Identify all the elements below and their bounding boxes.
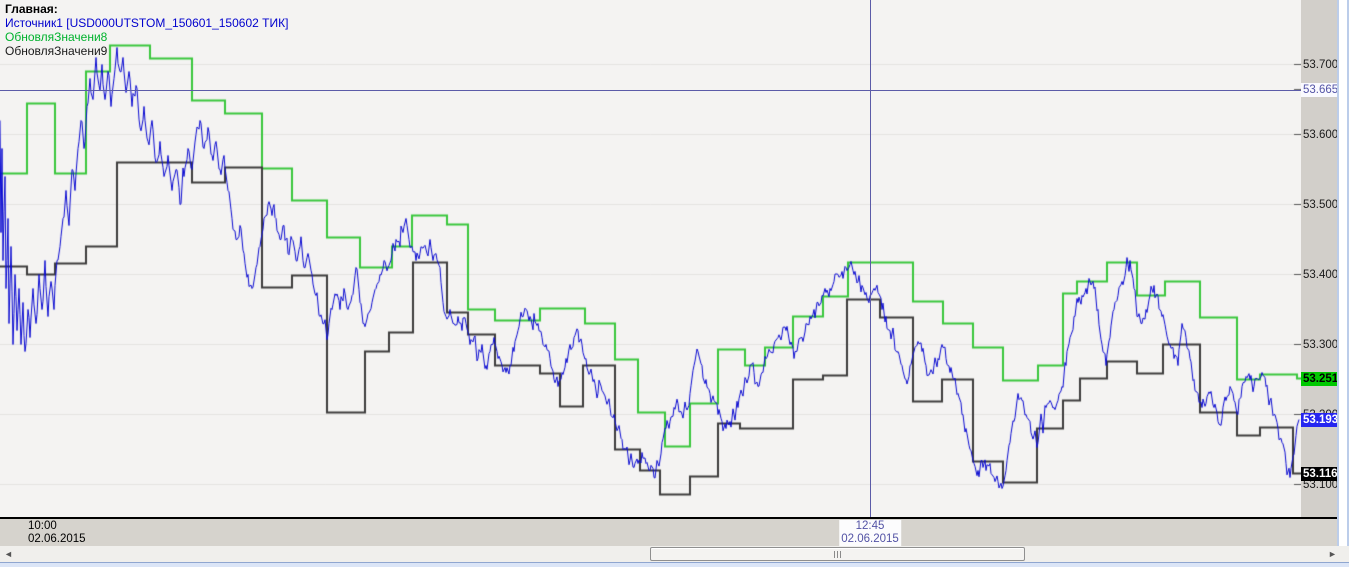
- scrollbar-grip: [839, 551, 841, 558]
- hline-price-label: 53.665: [1301, 82, 1339, 97]
- y-axis-label: 53.300: [1303, 338, 1339, 351]
- crosshair-vline[interactable]: [870, 0, 871, 519]
- time-axis-start-label: 10:00 02.06.2015: [28, 520, 86, 546]
- scrollbar-grip: [836, 551, 838, 558]
- indicator8-value-badge: 53.251: [1301, 371, 1339, 386]
- scroll-right-icon[interactable]: ►: [1328, 549, 1337, 559]
- y-axis-label: 53.500: [1303, 198, 1339, 211]
- window-bottom-strip: [0, 562, 1349, 567]
- time-axis-band: 10:00 02.06.2015 12:45 02.06.2015: [0, 519, 1349, 546]
- vertical-scrollbar-strip[interactable]: [1337, 0, 1349, 546]
- start-date: 02.06.2015: [28, 533, 86, 545]
- y-axis-label: 53.700: [1303, 58, 1339, 71]
- crosshair-time: 12:45: [839, 520, 901, 533]
- horizontal-scrollbar[interactable]: ◄ ►: [0, 546, 1349, 562]
- y-axis-label: 53.400: [1303, 268, 1339, 281]
- indicator9-value-badge: 53.116: [1301, 466, 1339, 481]
- scroll-left-icon[interactable]: ◄: [4, 549, 13, 559]
- crosshair-time-label: 12:45 02.06.2015: [839, 520, 901, 546]
- price-axis[interactable]: 53.665 53.700 53.600 53.500 53.400 53.300 53.…: [1301, 0, 1339, 519]
- source-price-badge: 53.193: [1301, 412, 1339, 427]
- legend-indicator8-item[interactable]: ОбновляЗначени8: [5, 30, 108, 44]
- start-time: 10:00: [28, 520, 57, 532]
- crosshair-date: 02.06.2015: [839, 533, 901, 546]
- horizontal-price-line[interactable]: [0, 89, 1301, 91]
- price-chart-canvas[interactable]: [0, 0, 1301, 519]
- legend-title: Главная:: [5, 2, 58, 16]
- legend-source-item[interactable]: Источник1 [USD000UTSTOM_150601_150602 ТИ…: [5, 16, 289, 30]
- plot-bottom-border: [0, 517, 1342, 519]
- y-axis-label: 53.600: [1303, 128, 1339, 141]
- scrollbar-grip: [833, 551, 835, 558]
- scrollbar-thumb[interactable]: [650, 547, 1025, 561]
- y-axis-label: 53.100: [1303, 478, 1339, 491]
- legend-indicator9-item[interactable]: ОбновляЗначени9: [5, 44, 108, 58]
- chart-legend: Главная: Источник1 [USD000UTSTOM_150601_…: [5, 2, 288, 58]
